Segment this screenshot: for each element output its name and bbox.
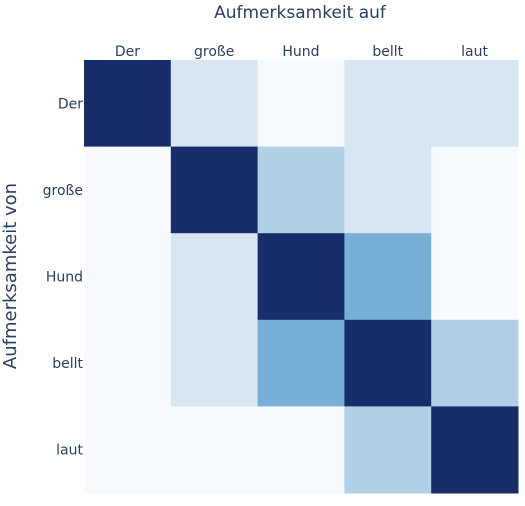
heatmap-cell-1-3: [344, 146, 432, 234]
heatmap-cell-0-0: [84, 60, 172, 148]
heatmap-cells: [84, 60, 519, 494]
y-axis-label: Aufmerksamkeit von: [0, 183, 21, 369]
y-tick-label: große: [43, 183, 83, 199]
y-tick-label: Hund: [46, 270, 83, 286]
heatmap-cell-2-1: [170, 233, 259, 321]
heatmap-cell-1-1: [170, 146, 259, 234]
x-axis-ticks: Der große Hund bellt laut: [115, 44, 489, 60]
heatmap-cell-4-4: [431, 406, 519, 494]
y-tick-label: laut: [56, 443, 83, 459]
y-tick-label: bellt: [52, 356, 83, 372]
heatmap-cell-2-2: [257, 233, 345, 321]
y-axis-ticks: Der große Hund bellt laut: [43, 96, 84, 458]
heatmap-cell-3-0: [84, 319, 172, 407]
y-tick-label: Der: [58, 96, 83, 112]
heatmap-cell-4-2: [257, 406, 345, 494]
heatmap-cell-2-3: [344, 233, 432, 321]
heatmap-cell-0-2: [257, 60, 345, 148]
x-tick-label: Hund: [282, 44, 319, 60]
heatmap-cell-0-3: [344, 60, 432, 148]
heatmap-cell-4-1: [170, 406, 259, 494]
heatmap-cell-3-3: [344, 319, 432, 407]
heatmap-cell-4-0: [84, 406, 172, 494]
chart-title: Aufmerksamkeit auf: [214, 3, 387, 23]
heatmap-cell-3-2: [257, 319, 345, 407]
heatmap-cell-3-4: [431, 319, 519, 407]
x-tick-label: Der: [115, 44, 140, 60]
heatmap-cell-0-1: [170, 60, 259, 148]
x-tick-label: bellt: [372, 44, 403, 60]
heatmap-cell-1-2: [257, 146, 345, 234]
heatmap-cell-1-4: [431, 146, 519, 234]
heatmap-cell-3-1: [170, 319, 259, 407]
heatmap-cell-0-4: [431, 60, 519, 148]
heatmap-cell-1-0: [84, 146, 172, 234]
heatmap-cell-2-4: [431, 233, 519, 321]
x-tick-label: große: [194, 44, 234, 60]
heatmap-cell-4-3: [344, 406, 432, 494]
heatmap-cell-2-0: [84, 233, 172, 321]
x-tick-label: laut: [461, 44, 488, 60]
